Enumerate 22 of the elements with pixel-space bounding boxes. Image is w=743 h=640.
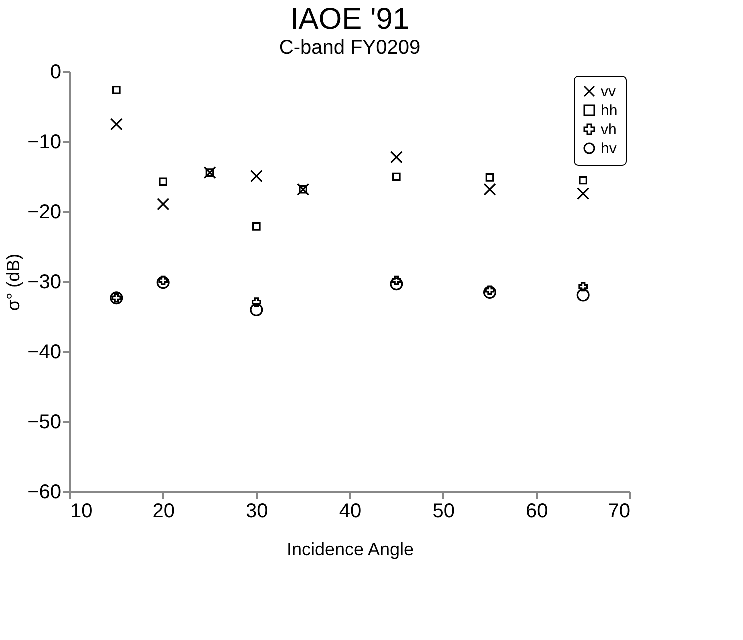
legend-label: hh [601,102,618,120]
legend-label: vh [601,122,617,138]
y-tick-label: −30 [28,272,62,294]
x-tick-label: 60 [526,500,548,522]
y-tick-label: 0 [50,62,62,84]
x-tick-label: 40 [339,500,362,522]
y-tick-label: −60 [28,482,62,504]
legend-label: vv [601,84,616,100]
y-axis-title: σ° (dB) [4,254,24,312]
chart-subtitle: C-band FY0209 [279,37,421,59]
y-tick-label: −10 [28,132,62,154]
x-tick-label: 50 [432,500,455,522]
x-tick-label: 20 [152,500,175,522]
y-tick-label: −20 [28,202,62,224]
y-tick-label: −50 [28,412,62,434]
x-axis-title: Incidence Angle [286,540,414,560]
chart-title: IAOE '91 [290,3,410,36]
legend-label: hv [601,140,618,158]
x-tick-label: 30 [246,500,268,522]
x-tick-label: 10 [70,500,93,522]
y-tick-label: −40 [28,342,62,364]
x-tick-label: 70 [608,500,630,522]
